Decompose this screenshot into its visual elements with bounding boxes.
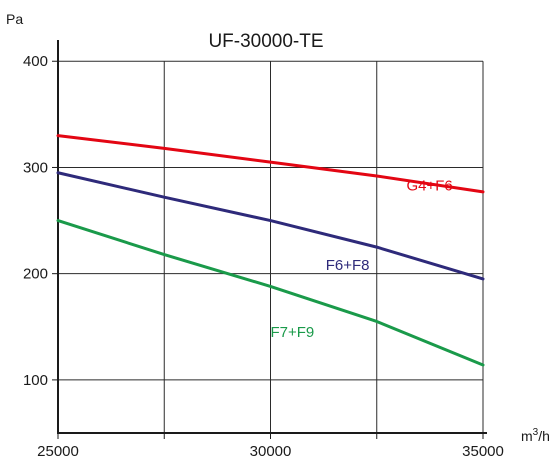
y-tick-label: 100: [23, 372, 48, 389]
x-tick-labels: 25000 30000 35000: [37, 443, 504, 460]
series-label-g4-f6: G4+F6: [407, 178, 453, 195]
series-label-f6-f8: F6+F8: [326, 257, 370, 274]
chart-title: UF-30000-TE: [208, 31, 323, 52]
x-axis-label-main: m: [521, 428, 533, 444]
series-lines: [56, 134, 485, 367]
series-label-f7-f9: F7+F9: [271, 324, 315, 341]
x-axis-label-tail: /h: [538, 428, 550, 444]
series-line-f6-f8: [56, 171, 485, 281]
y-axis-label: Pa: [6, 11, 23, 27]
x-tick-label: 35000: [462, 443, 504, 460]
x-tick-label: 25000: [37, 443, 79, 460]
x-axis-label: m3/h: [521, 427, 550, 444]
x-axis-label-sup: 3: [533, 427, 539, 438]
y-tick-label: 200: [23, 266, 48, 283]
series-line-g4-f6: [56, 134, 485, 194]
y-tick-label: 300: [23, 159, 48, 176]
series-line-f7-f9: [56, 219, 485, 367]
grid-lines: [52, 60, 484, 439]
axes: [57, 40, 487, 434]
x-tick-label: 30000: [250, 443, 292, 460]
y-tick-labels: 100 200 300 400: [23, 53, 48, 389]
y-tick-label: 400: [23, 53, 48, 70]
series-labels: G4+F6 F6+F8 F7+F9: [271, 178, 453, 342]
